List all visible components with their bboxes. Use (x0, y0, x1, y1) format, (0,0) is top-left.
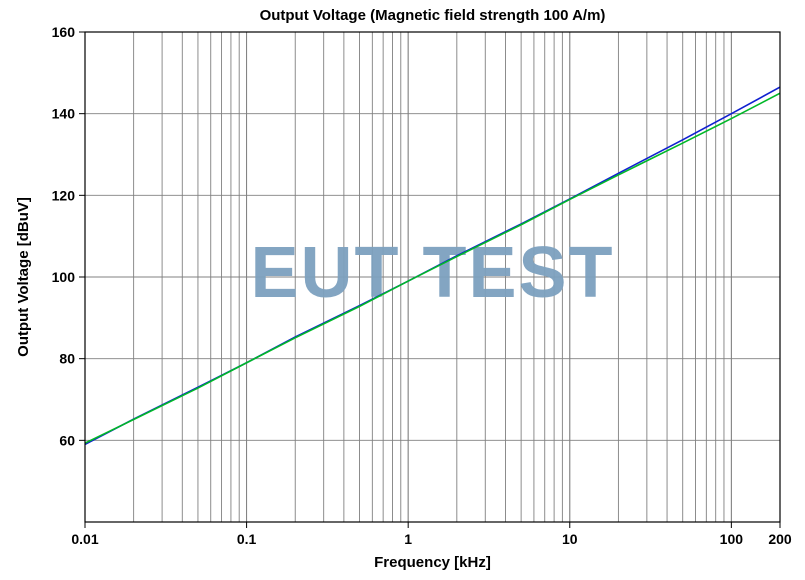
output-voltage-chart: EUT TEST 60 80 100 120 140 160 0.01 0.1 1 10 100 200… (0, 0, 805, 580)
y-tick-label: 60 (59, 432, 75, 448)
watermark: EUT TEST (250, 233, 614, 313)
x-tick-label: 1 (404, 531, 412, 547)
y-tick-label: 140 (52, 106, 76, 122)
x-tick-label: 100 (720, 531, 744, 547)
x-tick-label: 10 (562, 531, 578, 547)
y-tick-label: 120 (52, 187, 76, 203)
chart-title: Output Voltage (Magnetic field strength … (260, 7, 606, 24)
x-axis-label: Frequency [kHz] (374, 554, 491, 571)
y-tick-label: 100 (52, 269, 76, 285)
x-tick-label: 0.01 (71, 531, 98, 547)
y-axis-label: Output Voltage [dBuV] (15, 197, 32, 357)
x-tick-label: 0.1 (237, 531, 257, 547)
y-tick-label: 80 (59, 351, 75, 367)
y-tick-label: 160 (52, 24, 76, 40)
x-tick-label: 200 (768, 531, 792, 547)
